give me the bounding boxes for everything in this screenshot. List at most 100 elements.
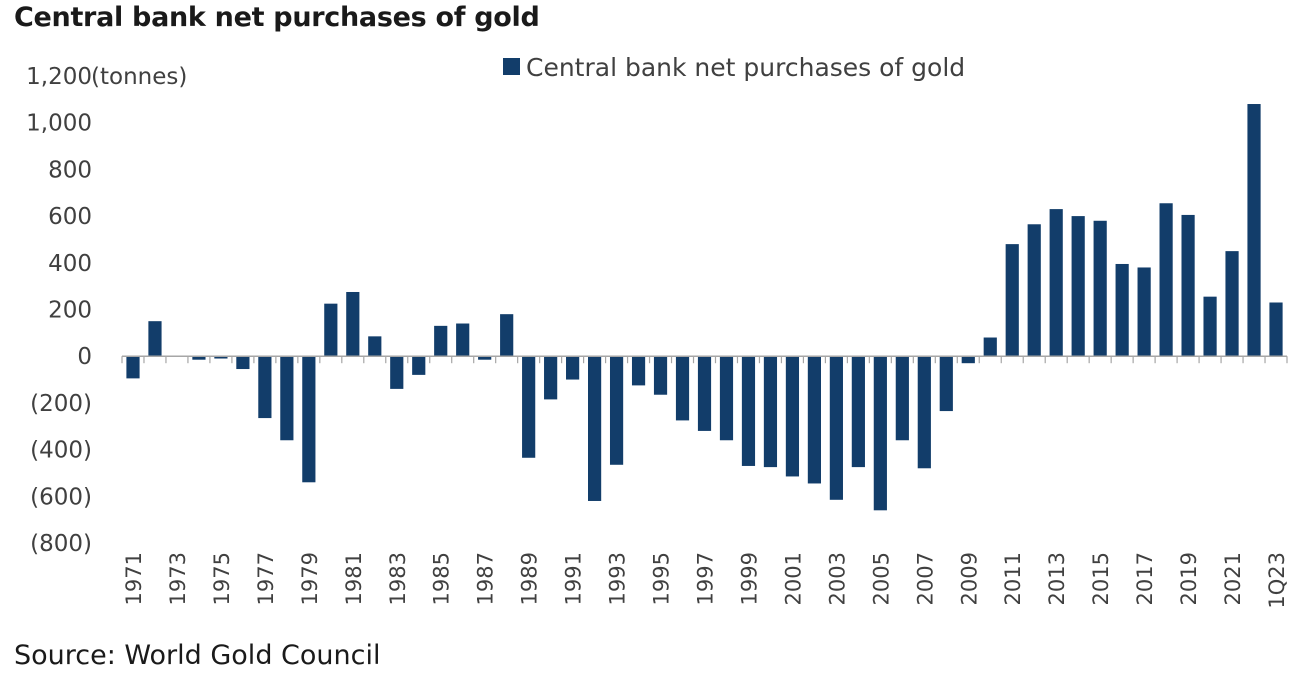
x-tick-label: 2001 xyxy=(781,552,805,605)
x-tick-label: 1Q23 xyxy=(1265,552,1289,609)
legend-label: Central bank net purchases of gold xyxy=(526,53,965,82)
x-tick-label: 1997 xyxy=(694,552,718,605)
x-tick-label: 1981 xyxy=(342,552,366,605)
bar-1994 xyxy=(631,356,646,386)
bar-2018 xyxy=(1159,203,1173,357)
bar-2011 xyxy=(1005,244,1019,357)
chart-title: Central bank net purchases of gold xyxy=(14,2,540,33)
y-tick-label: (600) xyxy=(30,484,92,510)
y-tick-label: (800) xyxy=(30,531,92,557)
x-tick-label: 2007 xyxy=(913,552,937,605)
bar-1983 xyxy=(390,356,404,389)
bar-2014 xyxy=(1071,216,1085,357)
bar-1986 xyxy=(456,323,470,357)
bar-2021 xyxy=(1225,251,1239,357)
y-tick-label: 1,000 xyxy=(26,111,92,137)
x-tick-label: 1989 xyxy=(518,552,542,605)
bar-1976 xyxy=(236,356,250,370)
x-tick-label: 1973 xyxy=(166,552,190,605)
bar-1988 xyxy=(500,314,514,357)
x-tick-label: 1971 xyxy=(122,552,146,605)
x-tick-label: 2011 xyxy=(1001,552,1025,605)
bar-1996 xyxy=(675,356,690,421)
bar-2009 xyxy=(961,356,975,364)
legend: Central bank net purchases of gold xyxy=(503,53,965,82)
bar-1993 xyxy=(609,356,624,465)
y-tick-label: (400) xyxy=(30,438,92,464)
x-tick-label: 2017 xyxy=(1133,552,1157,605)
bar-1979 xyxy=(302,356,316,483)
bar-1975 xyxy=(214,356,228,359)
bar-1974 xyxy=(192,356,206,360)
bar-1991 xyxy=(566,356,580,380)
x-tick-label: 1979 xyxy=(298,552,322,605)
bar-1995 xyxy=(653,356,668,395)
bar-1q23 xyxy=(1269,302,1283,357)
x-tick-label: 2019 xyxy=(1177,552,1201,605)
bar-2008 xyxy=(939,356,953,412)
bar-2002 xyxy=(807,356,821,484)
bar-1989 xyxy=(522,356,536,458)
bar-1987 xyxy=(478,356,492,360)
bar-1981 xyxy=(346,291,360,357)
bar-2003 xyxy=(829,356,843,500)
x-tick-label: 1975 xyxy=(210,552,234,605)
bar-chart: 1,200 1,000 800 600 400 200 0 (200) (400) (600) (8… xyxy=(26,53,1289,609)
bars xyxy=(126,104,1283,511)
x-tick-label: 1995 xyxy=(650,552,674,605)
bar-2020 xyxy=(1203,296,1217,357)
bar-1992 xyxy=(588,356,602,501)
bar-1997 xyxy=(697,356,712,431)
y-axis: 1,200 1,000 800 600 400 200 0 (200) (400) (600) (8… xyxy=(26,64,92,557)
y-tick-label: 0 xyxy=(77,344,92,370)
y-tick-label: 800 xyxy=(48,157,92,183)
bar-2022 xyxy=(1247,104,1261,357)
x-tick-label: 1991 xyxy=(562,552,586,605)
x-tick-label: 2015 xyxy=(1089,552,1113,605)
bar-2010 xyxy=(983,337,997,357)
bar-2006 xyxy=(895,356,909,441)
x-tick-label: 2021 xyxy=(1221,552,1245,605)
y-tick-label: 600 xyxy=(48,204,92,230)
x-tick-label: 1999 xyxy=(737,552,761,605)
source-note: Source: World Gold Council xyxy=(14,640,381,671)
bar-1984 xyxy=(412,356,426,375)
bar-1999 xyxy=(741,356,756,466)
bar-2015 xyxy=(1093,220,1107,357)
bar-2013 xyxy=(1049,209,1063,357)
bar-1972 xyxy=(148,321,162,357)
x-tick-label: 1993 xyxy=(606,552,630,605)
bar-2004 xyxy=(851,356,865,468)
y-tick-label: 200 xyxy=(48,298,92,324)
x-tick-label: 2005 xyxy=(869,552,893,605)
legend-swatch xyxy=(503,58,520,75)
bar-2017 xyxy=(1137,267,1151,357)
x-tick-label: 1987 xyxy=(474,552,498,605)
y-tick-label: 400 xyxy=(48,251,92,277)
x-tick-label: 2009 xyxy=(957,552,981,605)
y-tick-label: 1,200 xyxy=(26,64,92,90)
x-tick-label: 1985 xyxy=(430,552,454,605)
x-axis: 1971 1973 1975 1977 1979 1981 1983 1985 1987 1989… xyxy=(121,356,1289,609)
bar-1985 xyxy=(434,325,448,357)
bar-1977 xyxy=(258,356,272,419)
bar-1971 xyxy=(126,356,140,379)
bar-1982 xyxy=(368,336,382,357)
bar-2007 xyxy=(917,356,931,469)
bar-2005 xyxy=(873,356,887,511)
bar-2019 xyxy=(1181,214,1195,357)
bar-1998 xyxy=(719,356,734,441)
bar-1978 xyxy=(280,356,294,441)
x-tick-label: 1977 xyxy=(254,552,278,605)
bar-1990 xyxy=(544,356,558,400)
x-tick-label: 1983 xyxy=(386,552,410,605)
y-axis-unit-label: (tonnes) xyxy=(91,64,187,90)
bar-2012 xyxy=(1027,224,1041,357)
bar-2000 xyxy=(763,356,778,468)
x-tick-label: 2013 xyxy=(1045,552,1069,605)
bar-2016 xyxy=(1115,263,1129,357)
bar-1980 xyxy=(324,303,338,357)
x-tick-label: 2003 xyxy=(825,552,849,605)
bar-2001 xyxy=(785,356,800,477)
y-tick-label: (200) xyxy=(30,391,92,417)
